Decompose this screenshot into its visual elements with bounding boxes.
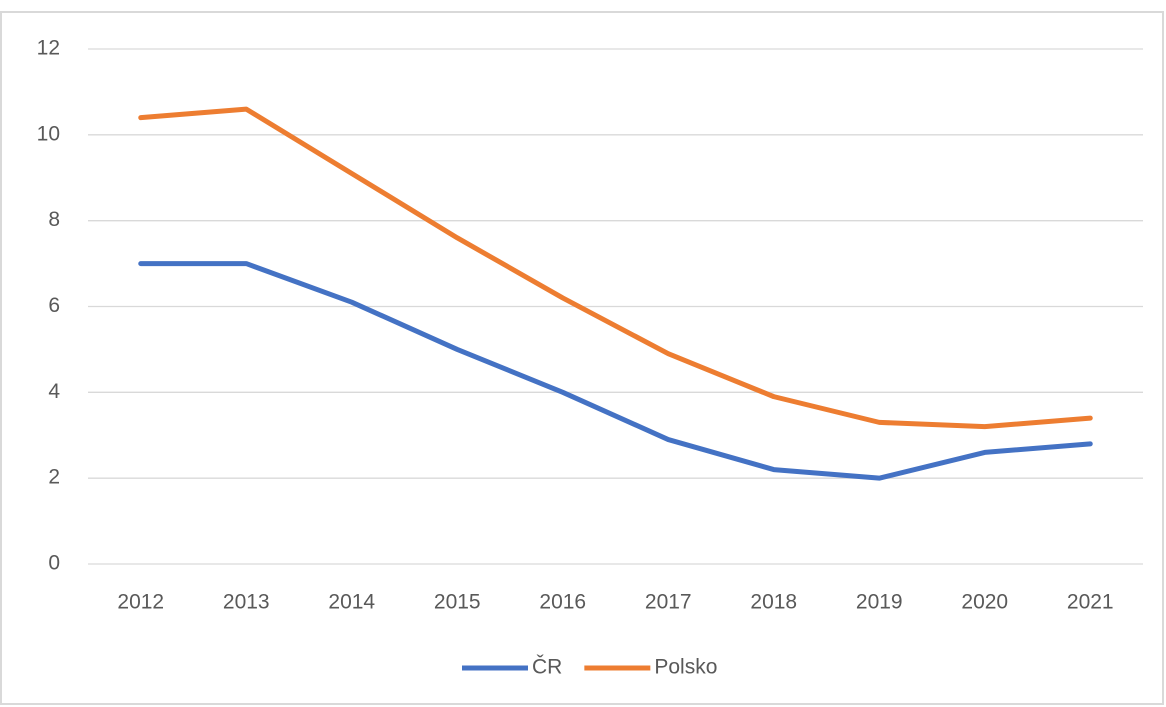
legend-label: Polsko xyxy=(654,656,717,679)
x-tick-label: 2021 xyxy=(1067,591,1114,614)
y-tick-label: 6 xyxy=(48,294,60,317)
y-tick-label: 12 xyxy=(37,37,60,60)
x-tick-label: 2016 xyxy=(539,591,586,614)
series-line xyxy=(138,261,1093,481)
x-tick-label: 2012 xyxy=(117,591,164,614)
y-tick-label: 0 xyxy=(48,552,60,575)
x-tick-label: 2017 xyxy=(645,591,692,614)
x-tick-label: 2019 xyxy=(856,591,903,614)
x-tick-label: 2020 xyxy=(961,591,1008,614)
chart-frame xyxy=(0,11,1164,705)
x-tick-label: 2015 xyxy=(434,591,481,614)
y-tick-label: 8 xyxy=(48,208,60,231)
series-line xyxy=(138,106,1093,430)
x-tick-label: 2018 xyxy=(750,591,797,614)
y-tick-label: 2 xyxy=(48,466,60,489)
y-tick-label: 4 xyxy=(48,380,60,403)
legend-label: ČR xyxy=(532,656,562,679)
x-tick-label: 2014 xyxy=(328,591,375,614)
y-tick-label: 10 xyxy=(37,122,60,145)
x-tick-label: 2013 xyxy=(223,591,270,614)
